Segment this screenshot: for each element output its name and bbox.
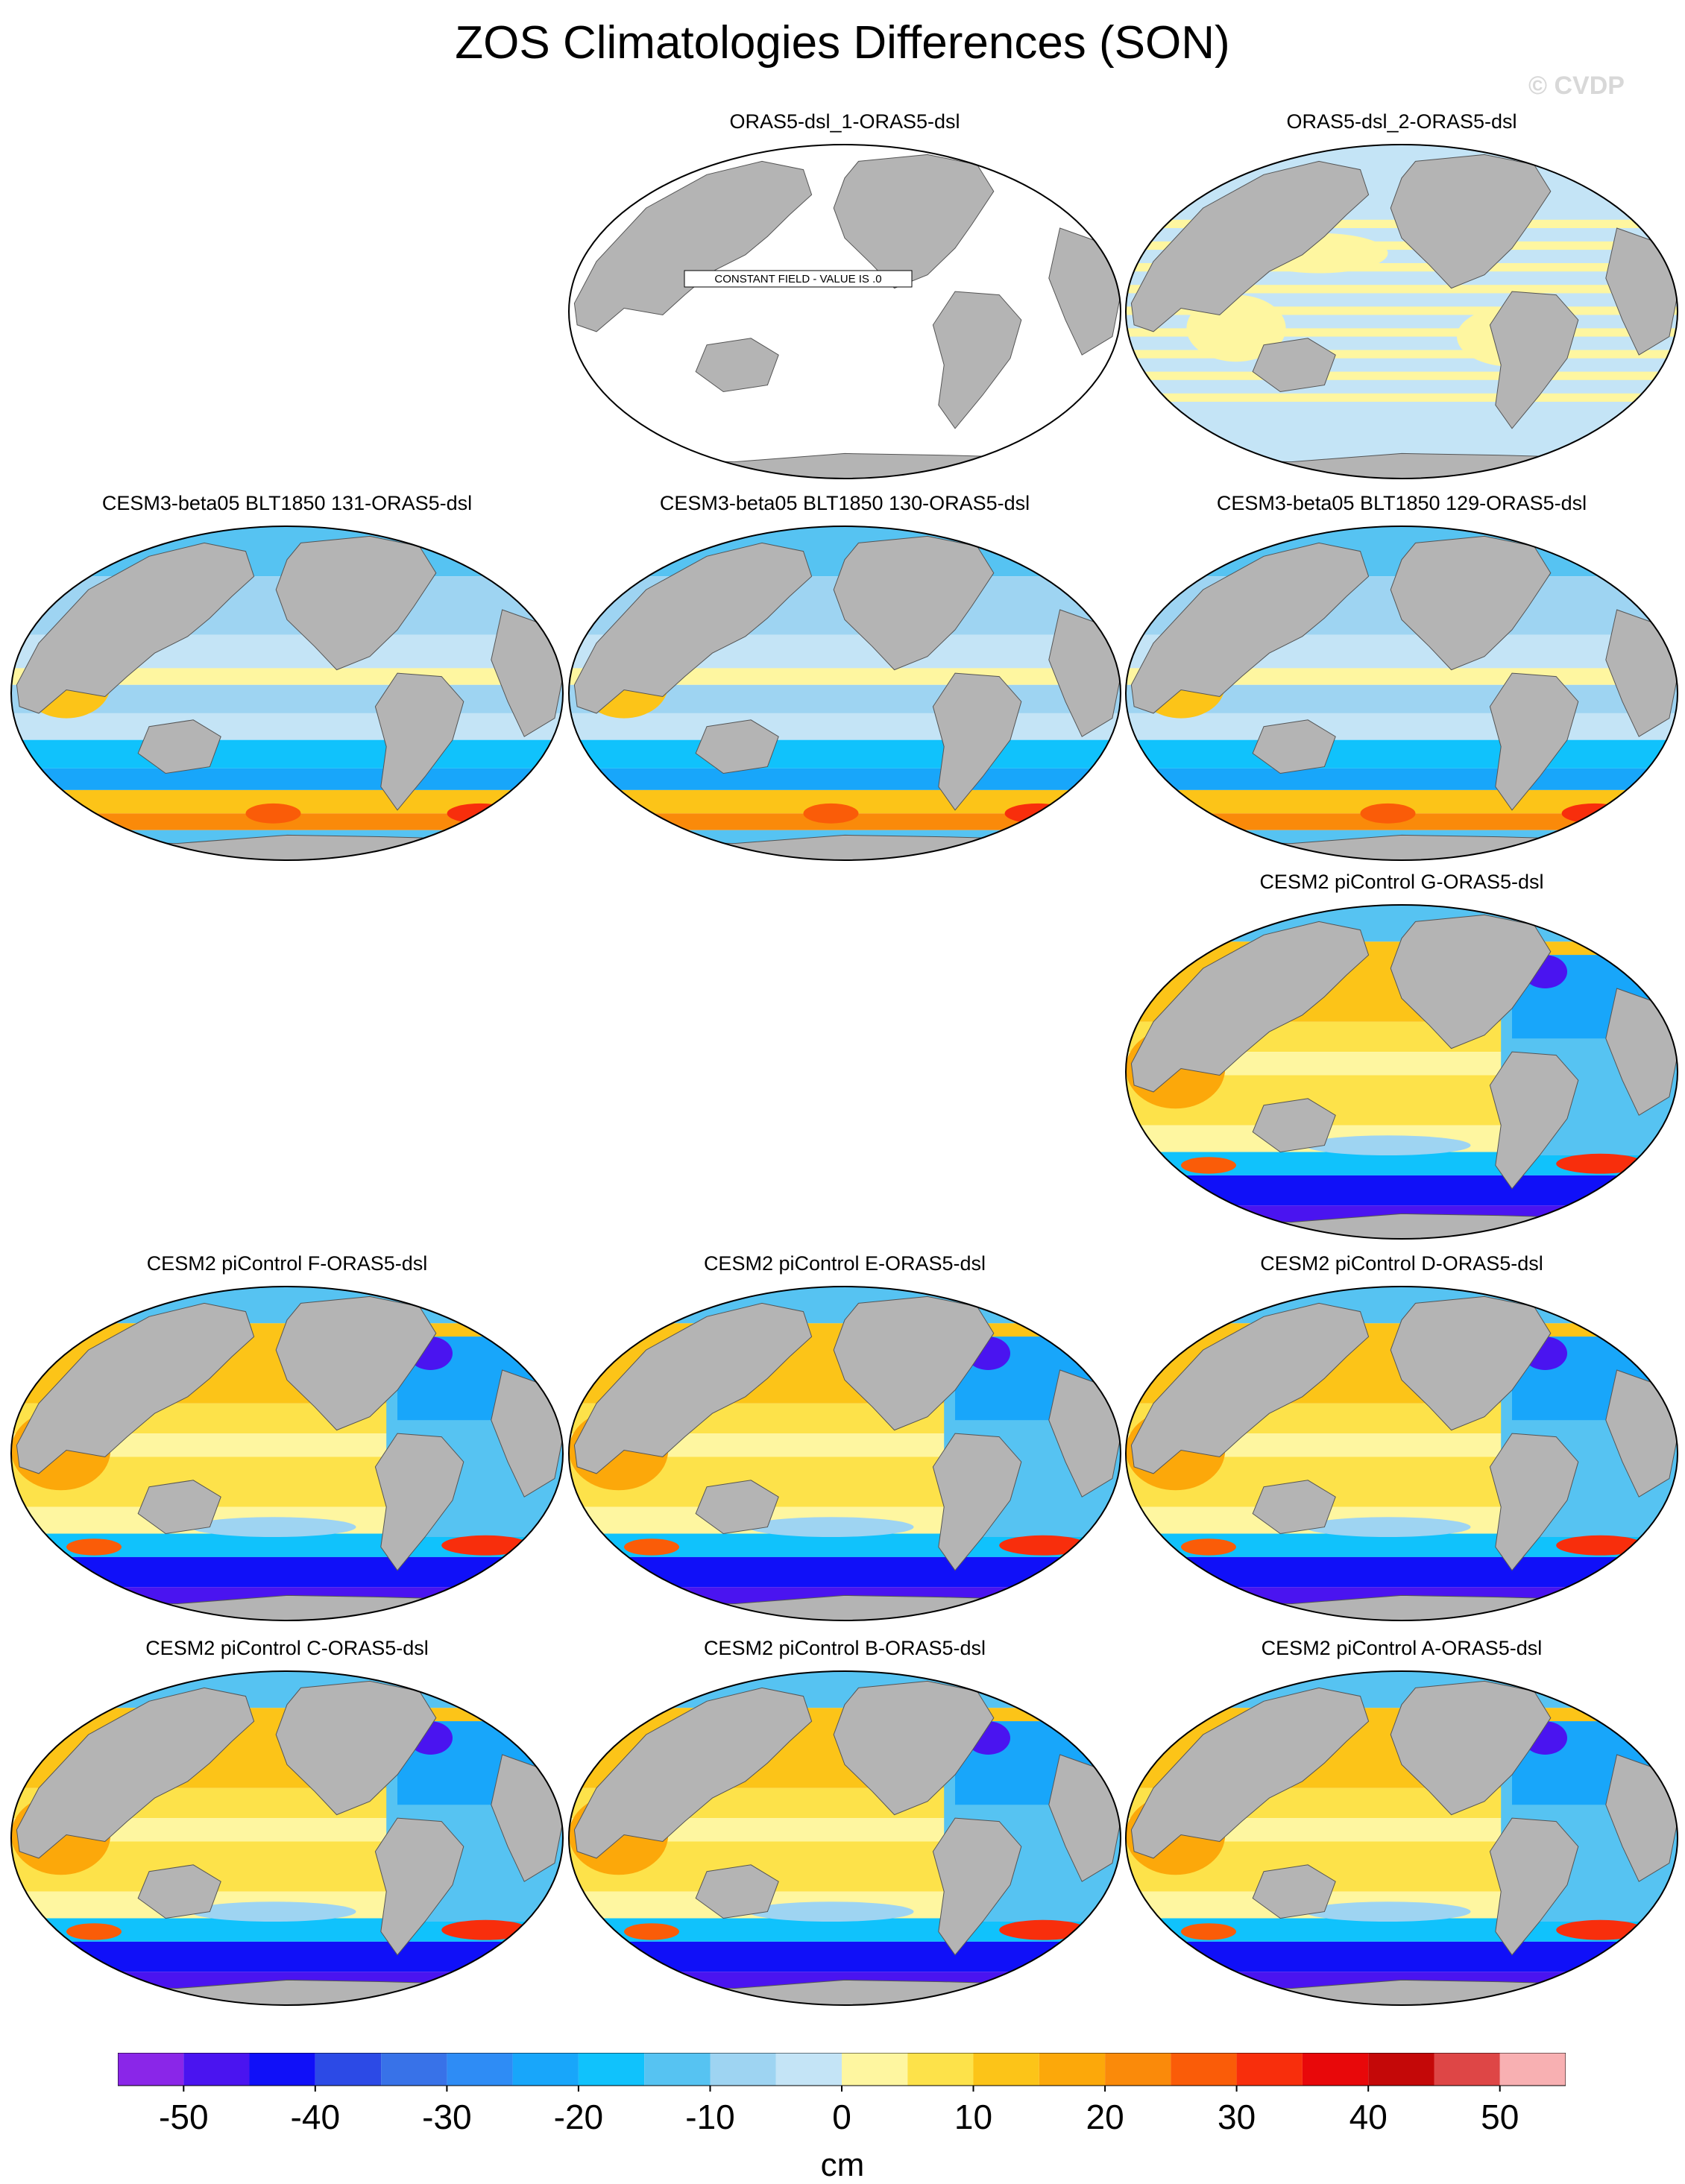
colorbar-swatch xyxy=(1171,2053,1237,2086)
world-map-picC xyxy=(10,1670,564,2006)
colorbar-swatch xyxy=(644,2053,711,2086)
colorbar-swatch xyxy=(973,2053,1039,2086)
world-map-orasdsl1: CONSTANT FIELD - VALUE IS .0 xyxy=(568,144,1121,479)
colorbar-swatch xyxy=(118,2053,184,2086)
map-panel-picC: CESM2 piControl C-ORAS5-dsl xyxy=(7,1637,567,2006)
map-panel-picD: CESM2 piControl D-ORAS5-dsl xyxy=(1122,1252,1681,1621)
colorbar-unit: cm xyxy=(820,2147,865,2183)
figure-title: ZOS Climatologies Differences (SON) xyxy=(455,17,1230,69)
map-panel-title: CESM3-beta05 BLT1850 129-ORAS5-dsl xyxy=(1216,492,1587,514)
map-panel-title: CESM2 piControl C-ORAS5-dsl xyxy=(145,1637,429,1659)
colorbar-swatch xyxy=(315,2053,382,2086)
world-map-beta130 xyxy=(568,526,1121,861)
colorbar-swatch xyxy=(578,2053,645,2086)
colorbar-swatch xyxy=(1236,2053,1303,2086)
colorbar-swatch xyxy=(1368,2053,1434,2086)
colorbar: -50 -40 -30 -20 -10 0 10 20 30 40 50 xyxy=(118,2053,1566,2136)
map-panel-title: CESM2 piControl G-ORAS5-dsl xyxy=(1259,871,1544,893)
map-panel-title: ORAS5-dsl_2-ORAS5-dsl xyxy=(1286,110,1517,133)
map-panel-title: CESM2 piControl E-ORAS5-dsl xyxy=(703,1252,986,1275)
map-panel-beta129: CESM3-beta05 BLT1850 129-ORAS5-dsl xyxy=(1122,492,1681,861)
colorbar-tick-label: 0 xyxy=(832,2098,851,2136)
colorbar-swatch xyxy=(381,2053,447,2086)
map-panel-beta130: CESM3-beta05 BLT1850 130-ORAS5-dsl xyxy=(565,492,1124,861)
map-panel-picB: CESM2 piControl B-ORAS5-dsl xyxy=(565,1637,1124,2006)
colorbar-swatch xyxy=(1105,2053,1171,2086)
cvdp-watermark: © CVDP xyxy=(1528,72,1625,100)
world-map-picG xyxy=(1125,904,1678,1240)
colorbar-swatch xyxy=(1302,2053,1369,2086)
map-panel-title: CESM2 piControl A-ORAS5-dsl xyxy=(1261,1637,1543,1659)
colorbar-swatch xyxy=(183,2053,250,2086)
colorbar-swatch xyxy=(842,2053,908,2086)
colorbar-tick-label: -40 xyxy=(291,2098,340,2136)
map-panel-picG: CESM2 piControl G-ORAS5-dsl xyxy=(1122,871,1681,1240)
map-panel-title: CESM2 piControl D-ORAS5-dsl xyxy=(1260,1252,1543,1275)
colorbar-swatch xyxy=(1434,2053,1500,2086)
map-panel-title: CESM3-beta05 BLT1850 130-ORAS5-dsl xyxy=(659,492,1030,514)
constant-field-label: CONSTANT FIELD - VALUE IS .0 xyxy=(714,273,881,285)
map-panel-title: ORAS5-dsl_1-ORAS5-dsl xyxy=(729,110,960,133)
world-map-picE xyxy=(568,1286,1121,1621)
world-map-beta129 xyxy=(1125,526,1678,861)
colorbar-tick-label: -50 xyxy=(159,2098,208,2136)
map-panel-beta131: CESM3-beta05 BLT1850 131-ORAS5-dsl xyxy=(7,492,567,861)
colorbar-tick-label: 40 xyxy=(1349,2098,1388,2136)
colorbar-swatch xyxy=(249,2053,315,2086)
colorbar-swatch xyxy=(1039,2053,1106,2086)
colorbar-tick-label: -30 xyxy=(422,2098,471,2136)
map-panel-picF: CESM2 piControl F-ORAS5-dsl xyxy=(7,1252,567,1621)
map-panel-orasdsl1: ORAS5-dsl_1-ORAS5-dsl CONSTANT FIELD - VA… xyxy=(565,110,1124,479)
colorbar-tick-label: -20 xyxy=(554,2098,603,2136)
colorbar-swatch xyxy=(1499,2053,1566,2086)
world-map-picB xyxy=(568,1670,1121,2006)
map-panel-picE: CESM2 piControl E-ORAS5-dsl xyxy=(565,1252,1124,1621)
colorbar-tick-label: 50 xyxy=(1481,2098,1519,2136)
world-map-picA xyxy=(1125,1670,1678,2006)
colorbar-tick-label: 30 xyxy=(1218,2098,1256,2136)
map-panel-title: CESM3-beta05 BLT1850 131-ORAS5-dsl xyxy=(101,492,473,514)
world-map-beta131 xyxy=(10,526,564,861)
map-panel-title: CESM2 piControl F-ORAS5-dsl xyxy=(146,1252,428,1275)
colorbar-tick-label: 10 xyxy=(954,2098,992,2136)
colorbar-swatch xyxy=(710,2053,776,2086)
colorbar-tick-label: 20 xyxy=(1086,2098,1124,2136)
colorbar-swatch xyxy=(447,2053,513,2086)
colorbar-swatch xyxy=(775,2053,842,2086)
map-panel-title: CESM2 piControl B-ORAS5-dsl xyxy=(703,1637,986,1659)
colorbar-swatch xyxy=(512,2053,579,2086)
colorbar-swatch xyxy=(907,2053,974,2086)
world-map-picD xyxy=(1125,1286,1678,1621)
colorbar-tick-label: -10 xyxy=(685,2098,734,2136)
world-map-picF xyxy=(10,1286,564,1621)
world-map-orasdsl2 xyxy=(1125,144,1678,479)
map-panel-picA: CESM2 piControl A-ORAS5-dsl xyxy=(1122,1637,1681,2006)
map-panel-orasdsl2: ORAS5-dsl_2-ORAS5-dsl xyxy=(1122,110,1681,479)
